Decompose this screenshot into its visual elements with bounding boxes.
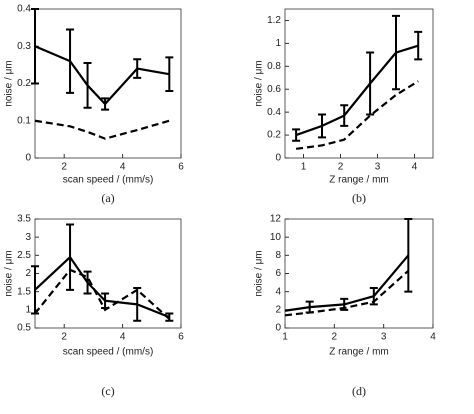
y-tick-label: 0.8 [267, 61, 281, 72]
y-tick-label: 2.5 [17, 250, 31, 261]
panel-label: (a) [101, 191, 114, 205]
y-tick-label: 4 [275, 286, 281, 297]
series-line [34, 45, 170, 106]
error-bar [31, 8, 39, 85]
y-tick-label: 3.5 [17, 214, 31, 225]
y-tick-label: 0.5 [17, 323, 31, 334]
y-tick-label: 0 [275, 153, 281, 164]
error-bar [165, 56, 174, 92]
x-tick-label: 4 [120, 162, 126, 173]
y-tick-label: 0.4 [17, 4, 31, 15]
y-tick-label: 6 [275, 268, 281, 279]
error-bar [165, 312, 174, 322]
series-line [295, 80, 419, 150]
y-axis-label: noise / μm [254, 60, 265, 106]
y-tick-label: 3 [25, 232, 31, 243]
axes-box [34, 218, 182, 329]
x-tick-label: 2 [61, 162, 67, 173]
y-tick-label: 12 [270, 214, 282, 225]
y-tick-label: 1.2 [267, 15, 281, 26]
x-tick-label: 1 [301, 162, 307, 173]
series-line [284, 269, 410, 317]
y-tick-label: 8 [275, 250, 281, 261]
y-tick-label: 1 [25, 304, 31, 315]
axes-box [284, 8, 434, 159]
x-axis-label: Z range / mm [329, 347, 388, 358]
error-bar [292, 128, 301, 142]
panel-label: (d) [352, 384, 366, 398]
x-tick-label: 6 [178, 162, 184, 173]
x-tick-label: 2 [61, 332, 67, 343]
y-tick-label: 0.2 [267, 130, 281, 141]
error-bar [392, 14, 400, 91]
y-axis-label: noise / μm [4, 60, 15, 106]
x-tick-label: 4 [430, 332, 436, 343]
y-tick-label: 0.4 [267, 107, 281, 118]
series-line [295, 44, 419, 137]
series-line [284, 254, 410, 312]
y-tick-label: 1 [275, 38, 281, 49]
error-bar [83, 270, 92, 295]
x-tick-label: 2 [332, 332, 338, 343]
error-bar [414, 30, 423, 61]
x-tick-label: 6 [178, 332, 184, 343]
error-bar [66, 28, 75, 94]
x-axis-label: scan speed / (mm/s) [63, 347, 154, 358]
y-tick-label: 0.2 [17, 78, 31, 89]
axes-box [34, 8, 182, 159]
y-axis-label: noise / μm [4, 250, 15, 296]
y-tick-label: 0 [275, 323, 281, 334]
x-axis-label: scan speed / (mm/s) [63, 175, 154, 186]
x-tick-label: 1 [282, 332, 288, 343]
y-tick-label: 0.3 [17, 41, 31, 52]
error-bar [101, 97, 110, 111]
x-tick-label: 3 [381, 332, 387, 343]
panel-label: (b) [352, 191, 366, 205]
error-bar [366, 51, 375, 116]
y-tick-label: 0 [25, 153, 31, 164]
error-bar [404, 218, 413, 293]
error-bar [83, 62, 92, 109]
error-bar [31, 265, 39, 315]
y-tick-label: 0.6 [267, 84, 281, 95]
panel-label: (c) [101, 384, 114, 398]
error-bar [133, 287, 142, 322]
error-bar [66, 223, 75, 291]
x-axis-label: Z range / mm [329, 175, 388, 186]
error-bar [318, 113, 326, 139]
x-tick-label: 4 [412, 162, 418, 173]
x-tick-label: 4 [120, 332, 126, 343]
y-axis-label: noise / μm [254, 250, 265, 296]
y-tick-label: 2 [275, 304, 281, 315]
x-tick-label: 2 [338, 162, 344, 173]
x-tick-label: 3 [375, 162, 381, 173]
y-tick-label: 10 [270, 232, 282, 243]
series-line [34, 268, 171, 320]
error-bar [340, 104, 349, 127]
series-line [34, 119, 170, 140]
y-tick-label: 0.1 [17, 115, 31, 126]
error-bar [133, 58, 142, 79]
y-tick-label: 1.5 [17, 286, 31, 297]
y-tick-label: 2 [25, 268, 31, 279]
